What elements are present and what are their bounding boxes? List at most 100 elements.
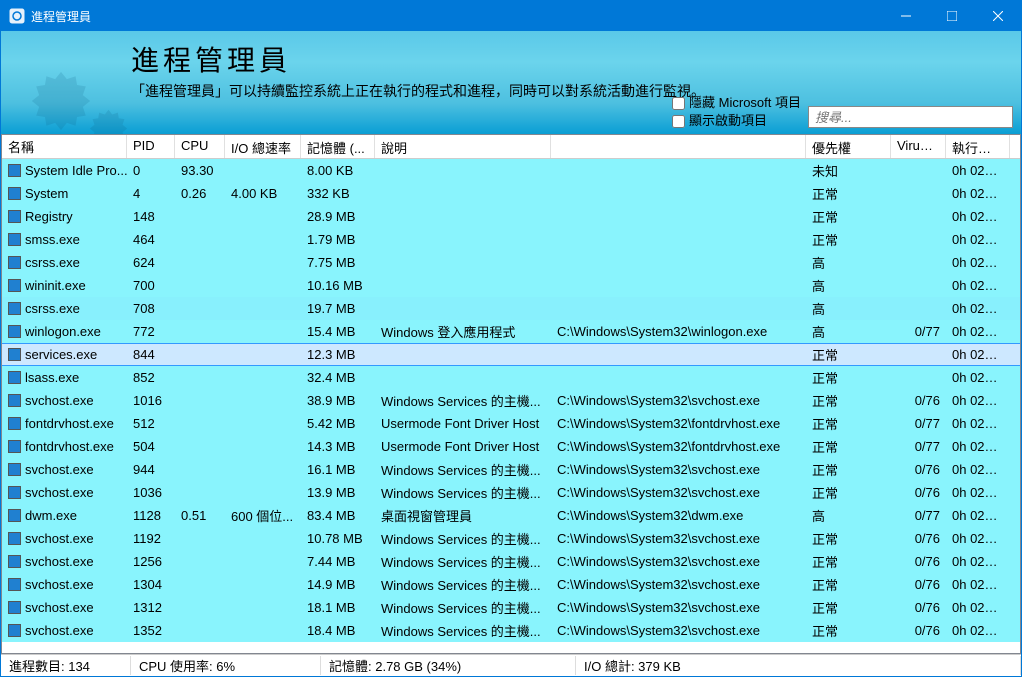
cell-path: C:\Windows\System32\svchost.exe [551, 393, 806, 408]
hide-ms-checkbox[interactable]: 隱藏 Microsoft 項目 [672, 94, 801, 112]
table-row[interactable]: svchost.exe101638.9 MBWindows Services 的… [2, 389, 1020, 412]
col-path[interactable] [551, 135, 806, 158]
minimize-button[interactable] [883, 1, 929, 31]
cell-desc: Windows Services 的主機... [375, 598, 551, 617]
table-row[interactable]: svchost.exe119210.78 MBWindows Services … [2, 527, 1020, 550]
table-row[interactable]: svchost.exe131218.1 MBWindows Services 的… [2, 596, 1020, 619]
col-runtime[interactable]: 執行時間 [946, 135, 1010, 158]
cell-runtime: 0h 02m 4 [946, 186, 1010, 201]
cell-mem: 14.3 MB [301, 439, 375, 454]
cell-name: svchost.exe [2, 600, 127, 615]
process-icon [8, 624, 21, 637]
table-row[interactable]: fontdrvhost.exe512 5.42 MBUsermode Font D… [2, 412, 1020, 435]
close-button[interactable] [975, 1, 1021, 31]
process-icon [8, 417, 21, 430]
cell-mem: 5.42 MB [301, 416, 375, 431]
table-row[interactable]: Registry14828.9 MB正常0h 02m 4 [2, 205, 1020, 228]
table-row[interactable]: csrss.exe70819.7 MB高0h 02m 3 [2, 297, 1020, 320]
search-input[interactable] [808, 106, 1013, 128]
table-row[interactable]: smss.exe4641.79 MB正常0h 02m 4 [2, 228, 1020, 251]
cell-desc: Windows Services 的主機... [375, 575, 551, 594]
cell-priority: 正常 [806, 368, 891, 387]
cell-runtime: 0h 02m 3 [946, 347, 1010, 362]
show-startup-checkbox[interactable]: 顯示啟動項目 [672, 112, 801, 130]
banner-subtitle: 「進程管理員」可以持續監控系統上正在執行的程式和進程，同時可以對系統活動進行監視… [131, 81, 1007, 101]
cell-priority: 正常 [806, 529, 891, 548]
cell-name: services.exe [2, 347, 127, 362]
table-row[interactable]: svchost.exe94416.1 MBWindows Services 的主… [2, 458, 1020, 481]
cell-path: C:\Windows\System32\dwm.exe [551, 508, 806, 523]
cell-name: wininit.exe [2, 278, 127, 293]
cell-priority: 正常 [806, 483, 891, 502]
cell-cpu: 0.51 [175, 508, 225, 523]
cell-runtime: 0h 02m 3 [946, 278, 1010, 293]
table-row[interactable]: dwm.exe11280.51600 個位...83.4 MB桌面視窗管理員C:… [2, 504, 1020, 527]
cell-name: winlogon.exe [2, 324, 127, 339]
col-desc[interactable]: 說明 [375, 135, 551, 158]
table-row[interactable]: svchost.exe130414.9 MBWindows Services 的… [2, 573, 1020, 596]
col-io[interactable]: I/O 總速率 [225, 135, 301, 158]
process-icon [8, 509, 21, 522]
maximize-button[interactable] [929, 1, 975, 31]
process-icon [8, 601, 21, 614]
cell-name: svchost.exe [2, 531, 127, 546]
cell-runtime: 0h 02m 3 [946, 531, 1010, 546]
status-io: I/O 總計: 379 KB [576, 656, 1021, 675]
cell-mem: 8.00 KB [301, 163, 375, 178]
cell-priority: 正常 [806, 230, 891, 249]
process-icon [8, 440, 21, 453]
cell-name: System Idle Pro... [2, 163, 127, 178]
cell-pid: 624 [127, 255, 175, 270]
cell-desc: Usermode Font Driver Host [375, 416, 551, 431]
cell-io: 600 個位... [225, 506, 301, 525]
table-row[interactable]: svchost.exe103613.9 MBWindows Services 的… [2, 481, 1020, 504]
cell-desc: Windows Services 的主機... [375, 529, 551, 548]
table-row[interactable]: winlogon.exe77215.4 MBWindows 登入應用程式C:\W… [2, 320, 1020, 343]
cell-name: fontdrvhost.exe [2, 416, 127, 431]
process-icon [8, 325, 21, 338]
cell-priority: 正常 [806, 207, 891, 226]
cell-desc: 桌面視窗管理員 [375, 506, 551, 525]
cell-path: C:\Windows\System32\svchost.exe [551, 485, 806, 500]
col-pid[interactable]: PID [127, 135, 175, 158]
col-priority[interactable]: 優先權 [806, 135, 891, 158]
cell-name: smss.exe [2, 232, 127, 247]
cell-virustotal: 0/77 [891, 439, 946, 454]
cell-name: svchost.exe [2, 554, 127, 569]
table-row[interactable]: svchost.exe12567.44 MBWindows Services 的… [2, 550, 1020, 573]
table-row[interactable]: System40.264.00 KB332 KB正常0h 02m 4 [2, 182, 1020, 205]
table-row[interactable]: svchost.exe135218.4 MBWindows Services 的… [2, 619, 1020, 642]
table-row[interactable]: wininit.exe70010.16 MB高0h 02m 3 [2, 274, 1020, 297]
cell-pid: 464 [127, 232, 175, 247]
process-icon [8, 233, 21, 246]
cell-mem: 28.9 MB [301, 209, 375, 224]
banner-title: 進程管理員 [131, 39, 1007, 79]
col-name[interactable]: 名稱 [2, 135, 127, 158]
process-icon [8, 164, 21, 177]
table-row[interactable]: csrss.exe6247.75 MB高0h 02m 4 [2, 251, 1020, 274]
cell-name: svchost.exe [2, 462, 127, 477]
cell-mem: 38.9 MB [301, 393, 375, 408]
cell-runtime: 0h 02m 4 [946, 163, 1010, 178]
table-body[interactable]: System Idle Pro...093.308.00 KB未知0h 02m … [2, 159, 1020, 653]
cell-path: C:\Windows\System32\svchost.exe [551, 554, 806, 569]
cell-runtime: 0h 02m 3 [946, 301, 1010, 316]
cell-cpu: 93.30 [175, 163, 225, 178]
table-row[interactable]: System Idle Pro...093.308.00 KB未知0h 02m … [2, 159, 1020, 182]
cell-virustotal: 0/77 [891, 508, 946, 523]
cell-path: C:\Windows\System32\svchost.exe [551, 600, 806, 615]
cell-path: C:\Windows\System32\fontdrvhost.exe [551, 416, 806, 431]
cell-pid: 1128 [127, 508, 175, 523]
cell-name: csrss.exe [2, 255, 127, 270]
col-cpu[interactable]: CPU [175, 135, 225, 158]
titlebar[interactable]: 進程管理員 [1, 1, 1021, 31]
cell-runtime: 0h 02m 3 [946, 577, 1010, 592]
cell-pid: 512 [127, 416, 175, 431]
col-mem[interactable]: 記憶體 (... [301, 135, 375, 158]
table-row[interactable]: lsass.exe85232.4 MB正常0h 02m 3 [2, 366, 1020, 389]
cell-pid: 1192 [127, 531, 175, 546]
cell-path: C:\Windows\System32\svchost.exe [551, 577, 806, 592]
table-row[interactable]: services.exe84412.3 MB正常0h 02m 3 [2, 343, 1020, 366]
table-row[interactable]: fontdrvhost.exe50414.3 MBUsermode Font D… [2, 435, 1020, 458]
col-virustotal[interactable]: VirusTotal [891, 135, 946, 158]
